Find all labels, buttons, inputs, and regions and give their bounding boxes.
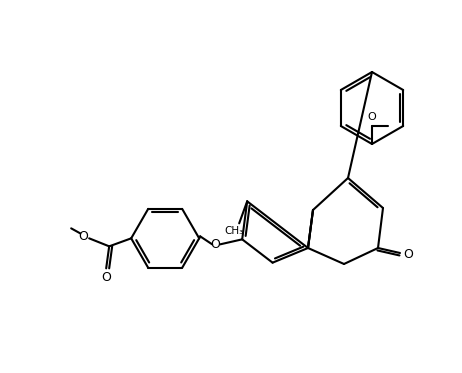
Text: O: O — [101, 271, 111, 284]
Text: O: O — [403, 248, 413, 261]
Text: CH₃: CH₃ — [225, 226, 244, 236]
Text: O: O — [210, 238, 220, 251]
Text: O: O — [368, 112, 377, 122]
Text: O: O — [78, 230, 88, 243]
